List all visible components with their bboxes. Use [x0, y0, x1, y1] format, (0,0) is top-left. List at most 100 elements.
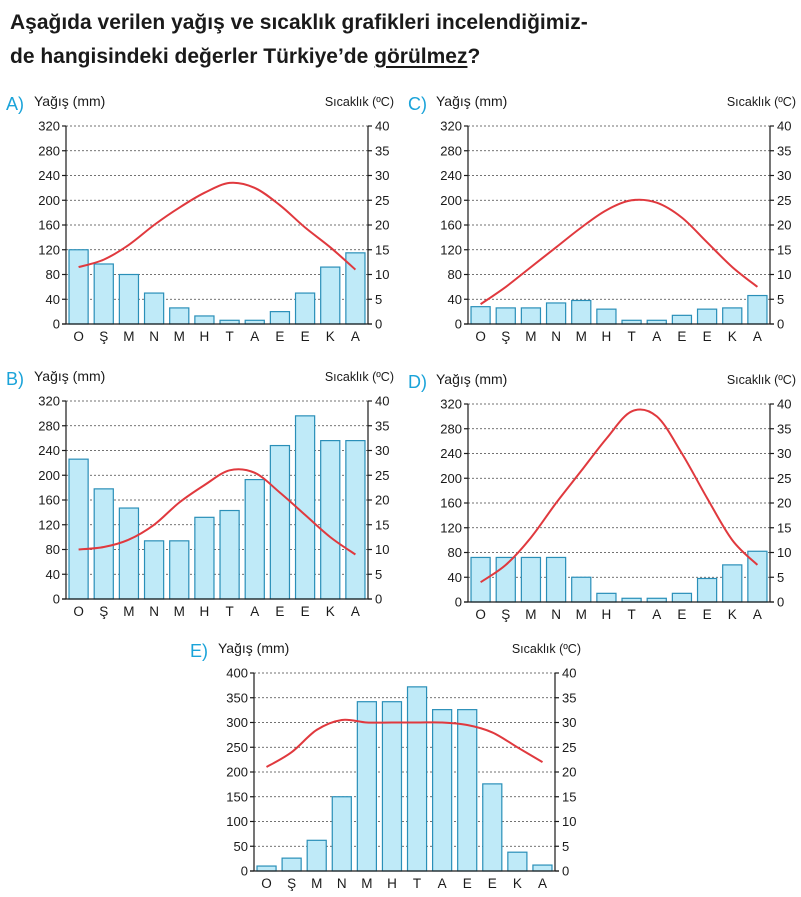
left-tick-label: 80	[448, 545, 462, 560]
left-tick-label: 80	[46, 542, 60, 557]
category-label: M	[525, 329, 536, 344]
left-tick-label: 300	[226, 715, 248, 730]
left-tick-label: 200	[38, 468, 60, 483]
right-tick-label: 10	[375, 267, 389, 282]
right-tick-label: 0	[562, 864, 569, 879]
right-tick-label: 30	[375, 443, 389, 458]
category-label: H	[602, 607, 612, 622]
category-label: H	[200, 329, 210, 344]
left-axis-title: Yağış (mm)	[218, 640, 289, 656]
category-label: T	[225, 604, 233, 619]
left-tick-label: 240	[38, 168, 60, 183]
right-tick-label: 25	[562, 740, 576, 755]
category-label: T	[225, 329, 233, 344]
right-tick-label: 40	[777, 119, 791, 134]
question-line-2-start: de hangisindeki değerler Türkiye’de	[10, 45, 375, 68]
category-label: M	[576, 607, 587, 622]
left-tick-label: 400	[226, 666, 248, 681]
right-axis-title: Sıcaklık (ºC)	[727, 95, 796, 109]
category-label: T	[413, 876, 421, 891]
left-tick-label: 160	[38, 218, 60, 233]
left-tick-label: 320	[38, 394, 60, 409]
category-label: E	[677, 329, 686, 344]
right-axis-title: Sıcaklık (ºC)	[325, 370, 394, 384]
category-label: K	[728, 329, 737, 344]
left-tick-label: 80	[46, 267, 60, 282]
category-label: K	[513, 876, 522, 891]
precipitation-bar	[457, 709, 478, 872]
category-label: A	[351, 329, 360, 344]
category-label: H	[200, 604, 210, 619]
question-line-1: Aşağıda verilen yağış ve sıcaklık grafik…	[10, 11, 588, 34]
question-underlined-word: görülmez	[374, 45, 468, 68]
left-tick-label: 40	[46, 292, 60, 307]
option-letter: B)	[6, 369, 24, 389]
left-tick-label: 280	[440, 143, 462, 158]
right-tick-label: 15	[777, 520, 791, 535]
option-letter: C)	[408, 94, 427, 114]
right-tick-label: 20	[375, 218, 389, 233]
right-tick-label: 25	[777, 471, 791, 486]
temperature-line	[78, 468, 356, 556]
precipitation-bar	[331, 796, 352, 872]
category-label: K	[326, 604, 335, 619]
category-label: A	[538, 876, 547, 891]
right-tick-label: 30	[777, 168, 791, 183]
right-tick-label: 40	[375, 119, 389, 134]
left-tick-label: 100	[226, 814, 248, 829]
left-tick-label: 280	[440, 421, 462, 436]
right-tick-label: 25	[375, 193, 389, 208]
right-tick-label: 15	[375, 517, 389, 532]
right-tick-label: 5	[375, 567, 382, 582]
left-tick-label: 50	[234, 839, 248, 854]
right-tick-label: 0	[375, 317, 382, 332]
category-label: M	[174, 604, 185, 619]
right-tick-label: 25	[777, 193, 791, 208]
right-axis-title: Sıcaklık (ºC)	[325, 95, 394, 109]
category-label: T	[627, 329, 635, 344]
category-label: N	[337, 876, 347, 891]
category-label: A	[351, 604, 360, 619]
category-label: N	[149, 604, 159, 619]
right-tick-label: 35	[777, 421, 791, 436]
precipitation-bar	[356, 701, 378, 872]
temperature-line	[480, 408, 759, 584]
right-tick-label: 25	[375, 468, 389, 483]
right-tick-label: 15	[375, 242, 389, 257]
right-axis-title: Sıcaklık (ºC)	[512, 642, 581, 656]
category-label: O	[261, 876, 272, 891]
right-tick-label: 10	[562, 814, 576, 829]
right-tick-label: 5	[777, 292, 784, 307]
question-line-2: de hangisindeki değerler Türkiye’de görü…	[10, 40, 790, 74]
category-label: E	[301, 604, 310, 619]
left-axis-title: Yağış (mm)	[436, 371, 507, 387]
left-tick-label: 240	[440, 168, 462, 183]
right-tick-label: 35	[375, 418, 389, 433]
right-tick-label: 20	[777, 218, 791, 233]
left-tick-label: 200	[226, 765, 248, 780]
category-label: E	[275, 604, 284, 619]
temperature-line	[266, 718, 544, 768]
left-tick-label: 320	[440, 119, 462, 134]
right-tick-label: 10	[777, 267, 791, 282]
right-tick-label: 20	[375, 493, 389, 508]
category-label: E	[488, 876, 497, 891]
category-label: M	[311, 876, 322, 891]
category-label: A	[438, 876, 447, 891]
category-label: N	[551, 329, 561, 344]
left-tick-label: 0	[241, 864, 248, 879]
left-tick-label: 40	[448, 292, 462, 307]
category-label: E	[703, 607, 712, 622]
option-letter: D)	[408, 372, 427, 392]
right-tick-label: 0	[777, 317, 784, 332]
left-tick-label: 350	[226, 690, 248, 705]
left-tick-label: 160	[440, 496, 462, 511]
category-label: E	[275, 329, 284, 344]
left-tick-label: 320	[38, 119, 60, 134]
category-label: E	[463, 876, 472, 891]
category-label: A	[753, 329, 762, 344]
